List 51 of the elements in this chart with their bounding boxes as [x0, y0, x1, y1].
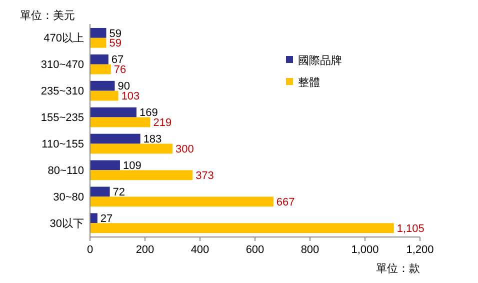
data-label: 27: [100, 213, 113, 225]
data-label: 67: [111, 54, 124, 66]
bar: [90, 170, 193, 180]
text: 單位：美元: [20, 9, 75, 22]
data-label: 373: [196, 170, 214, 182]
bar: [90, 160, 120, 170]
x-tick-label: 0: [86, 244, 94, 256]
y-tick-label: 30以下: [50, 216, 84, 230]
bar: [90, 90, 118, 101]
legend-label: 整體: [298, 76, 320, 89]
data-label: 76: [114, 64, 126, 76]
data-label: 59: [109, 38, 122, 50]
x-tick-label: 200: [136, 244, 154, 256]
data-label: 219: [153, 117, 172, 130]
data-label: 109: [122, 160, 142, 172]
x-tick-label: 400: [190, 244, 210, 256]
data-label: 90: [118, 80, 130, 93]
bar: [90, 134, 140, 144]
y-tick-label: 110~155: [42, 138, 84, 151]
bar: [90, 144, 172, 154]
bar: [90, 186, 110, 197]
bar: [90, 28, 106, 38]
y-tick-label: 470以上: [44, 32, 84, 45]
data-label: 667: [276, 196, 295, 208]
bar: [90, 223, 394, 234]
data-label: 183: [143, 134, 162, 146]
x-tick-label: 1,200: [406, 244, 434, 256]
y-tick-label: 30~80: [53, 192, 84, 204]
data-label: 169: [139, 107, 158, 120]
data-label: 59: [109, 28, 122, 40]
x-tick-label: 1,000: [351, 244, 379, 256]
x-tick-label: 800: [300, 244, 320, 256]
bar: [90, 80, 115, 91]
text: 單位：款: [376, 263, 420, 275]
legend-label: 國際品牌: [298, 54, 342, 67]
bar: [90, 64, 111, 74]
y-tick-label: 310~470: [40, 59, 84, 72]
bar: [90, 196, 274, 207]
bar: [90, 213, 98, 224]
bar: [90, 38, 106, 48]
data-label: 103: [121, 90, 140, 103]
bar: [90, 54, 108, 64]
data-label: 300: [176, 144, 194, 156]
data-label: 72: [112, 186, 126, 199]
y-tick-label: 235~310: [40, 86, 84, 98]
data-label: 1,105: [396, 222, 424, 235]
bar: [90, 117, 150, 128]
y-tick-label: 155~235: [40, 112, 84, 124]
bar: [90, 107, 136, 118]
x-tick-label: 600: [246, 244, 264, 256]
y-tick-label: 80~110: [48, 165, 84, 178]
